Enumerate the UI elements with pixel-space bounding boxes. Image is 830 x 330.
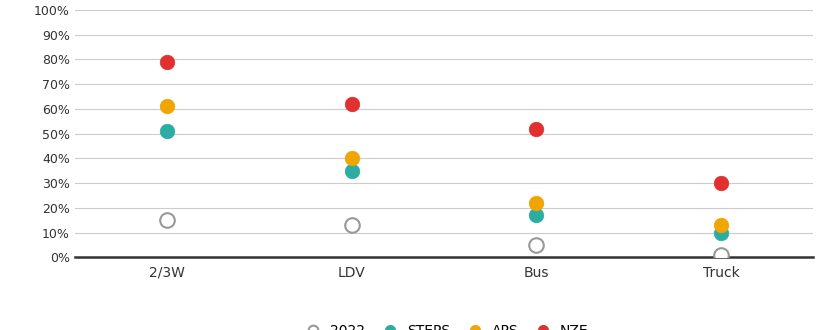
Point: [345, 101, 359, 107]
Point: [160, 218, 173, 223]
Legend: 2022, STEPS, APS, NZE: 2022, STEPS, APS, NZE: [294, 319, 594, 330]
Point: [530, 213, 543, 218]
Point: [345, 168, 359, 174]
Point: [160, 104, 173, 109]
Point: [530, 126, 543, 131]
Point: [160, 129, 173, 134]
Point: [530, 200, 543, 206]
Point: [715, 252, 728, 258]
Point: [715, 230, 728, 235]
Point: [530, 242, 543, 248]
Point: [345, 223, 359, 228]
Point: [345, 156, 359, 161]
Point: [715, 181, 728, 186]
Point: [715, 223, 728, 228]
Point: [160, 59, 173, 65]
